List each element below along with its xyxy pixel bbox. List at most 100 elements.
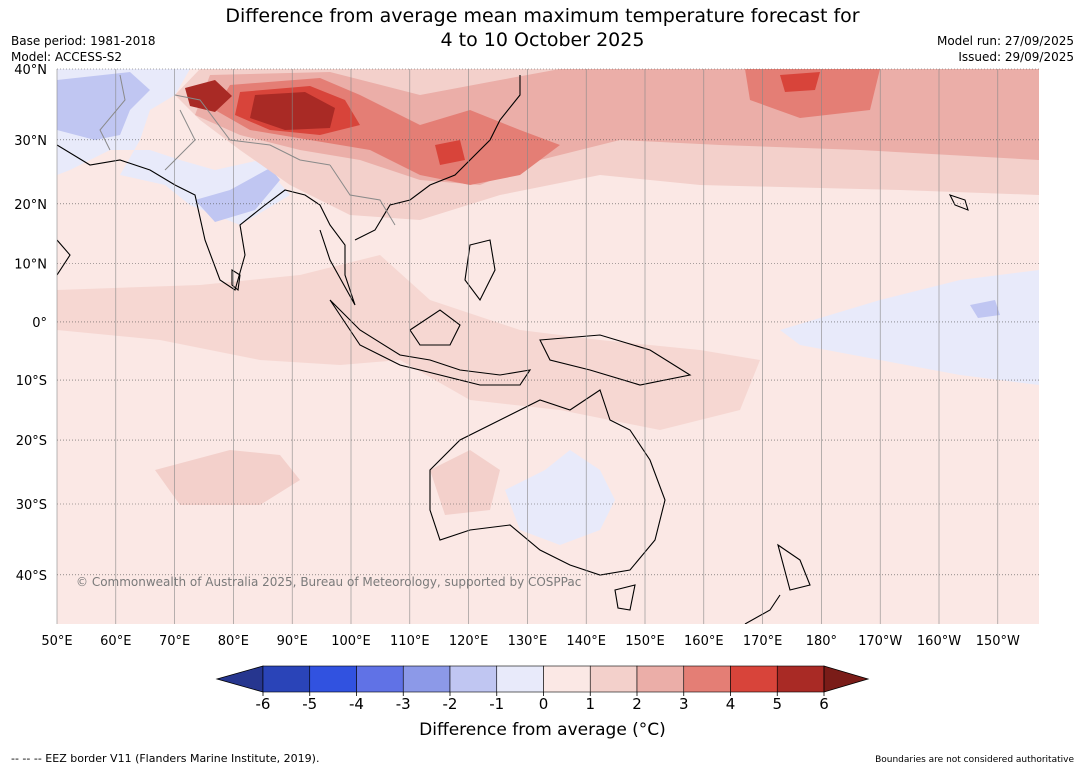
anomaly-region-minus2b <box>195 168 280 222</box>
colorbar-segment <box>449 665 498 693</box>
longitude-label: 50°E <box>41 634 72 649</box>
latitude-label: 40°N <box>14 63 47 78</box>
longitude-label: 60°E <box>100 634 131 649</box>
nz-south-island-outline <box>744 594 781 624</box>
latitude-label: 10°S <box>16 374 47 389</box>
south-asia-coast <box>57 144 356 306</box>
anomaly-region-plus1-wa <box>430 450 500 515</box>
longitude-label: 160°E <box>684 634 724 649</box>
colorbar-tick-label: -6 <box>256 695 271 713</box>
colorbar-tick-label: 1 <box>585 695 595 713</box>
longitude-label: 90°E <box>277 634 308 649</box>
latitude-labels: 40°N 30°N 20°N 10°N 0° 10°S 20°S 30°S 40°S <box>14 63 47 584</box>
border-3 <box>329 164 396 226</box>
colorbar-tick-label: -4 <box>349 695 364 713</box>
sri-lanka-outline <box>231 269 241 292</box>
longitude-label: 110°E <box>390 634 430 649</box>
graticule <box>56 68 1039 624</box>
issued-date: Issued: 29/09/2025 <box>958 50 1074 64</box>
anomaly-region-plus1-indian <box>155 450 300 505</box>
australia-outline <box>429 389 666 576</box>
longitude-label: 70°E <box>159 634 190 649</box>
coastlines <box>57 75 969 624</box>
metadata-left: Base period: 1981-2018 Model: ACCESS-S2 <box>11 33 156 65</box>
tasmania-outline <box>614 584 636 611</box>
longitude-label: 150°W <box>976 634 1020 649</box>
colorbar-label: Difference from average (°C) <box>419 720 666 740</box>
colorbar-tick-label: 3 <box>679 695 689 713</box>
latitude-label: 10°N <box>14 258 47 273</box>
latitude-label: 40°S <box>16 569 47 584</box>
metadata-right: Model run: 27/09/2025 Issued: 29/09/2025 <box>937 33 1074 65</box>
copyright-text: © Commonwealth of Australia 2025, Bureau… <box>76 575 581 589</box>
latitude-label: 0° <box>32 316 47 331</box>
indonesia-outline <box>329 299 532 386</box>
colorbar-segment <box>683 665 731 693</box>
anomaly-field <box>57 69 1039 624</box>
colorbar-segment <box>402 665 451 693</box>
title-line-1: Difference from average mean maximum tem… <box>225 5 860 27</box>
latitude-label: 30°N <box>14 134 47 149</box>
eez-border-legend: -- -- -- EEZ border V11 (Flanders Marine… <box>11 752 320 765</box>
hawaii-outline <box>948 194 969 211</box>
model-run: Model run: 27/09/2025 <box>936 34 1074 48</box>
longitude-label: 160°W <box>917 634 961 649</box>
anomaly-region-plus5-west <box>185 80 232 112</box>
philippines-outline <box>464 239 496 302</box>
colorbar-segment <box>730 665 778 693</box>
anomaly-region-plus3-north <box>745 69 880 118</box>
colorbar-segment <box>589 665 638 693</box>
anomaly-region-pacific <box>780 270 1039 385</box>
longitude-label: 140°E <box>566 634 606 649</box>
longitude-label: 180° <box>806 634 837 649</box>
east-asia-coast <box>354 75 521 241</box>
colorbar-tick-label: 4 <box>726 695 736 713</box>
latitude-label: 30°S <box>16 498 47 513</box>
colorbar-tick-label: -1 <box>489 695 504 713</box>
colorbar-tick-label: -5 <box>302 695 317 713</box>
longitude-label: 80°E <box>218 634 249 649</box>
base-period: Base period: 1981-2018 <box>11 34 156 48</box>
anomaly-region-plus4-north <box>780 72 820 92</box>
colorbar-segment <box>356 665 404 693</box>
arabia-coast <box>57 239 71 276</box>
colorbar-tick-label: 5 <box>772 695 782 713</box>
colorbar-segment <box>262 665 311 693</box>
anomaly-region-plus2-east <box>1025 135 1039 160</box>
border-2 <box>174 94 331 166</box>
map-title: Difference from average mean maximum tem… <box>0 4 1085 52</box>
longitude-label: 170°W <box>858 634 902 649</box>
anomaly-region-plus4-china <box>435 140 465 165</box>
latitude-label: 20°N <box>14 198 47 213</box>
longitude-label: 130°E <box>508 634 548 649</box>
model-name: Model: ACCESS-S2 <box>11 50 123 64</box>
colorbar: -6 -5 -4 -3 -2 -1 0 1 2 3 4 5 6 <box>215 665 870 713</box>
colorbar-tick-label: -2 <box>443 695 458 713</box>
longitude-label: 170°E <box>743 634 783 649</box>
colorbar-segment <box>636 665 685 693</box>
longitude-label: 100°E <box>331 634 371 649</box>
anomaly-region-pacific-core <box>970 300 1000 318</box>
new-guinea-outline <box>539 334 692 386</box>
borneo-outline <box>409 309 461 346</box>
colorbar-tick-label: 2 <box>632 695 642 713</box>
colorbar-tick-label: 6 <box>819 695 829 713</box>
anomaly-region-plus1-tropics <box>57 255 760 430</box>
colorbar-tick-label: -3 <box>396 695 411 713</box>
colorbar-segment <box>543 665 591 693</box>
colorbar-extension-low <box>215 665 264 693</box>
colorbar-extension-high <box>823 665 870 693</box>
longitude-label: 150°E <box>625 634 665 649</box>
anomaly-region-minus2 <box>57 72 150 140</box>
colorbar-segment <box>496 665 544 693</box>
longitude-labels: 50°E 60°E 70°E 80°E 90°E 100°E 110°E 120°E 130°E… <box>41 634 1020 649</box>
colorbar-tick-label: 0 <box>539 695 549 713</box>
longitude-label: 120°E <box>449 634 489 649</box>
title-line-2: 4 to 10 October 2025 <box>440 29 645 51</box>
latitude-label: 20°S <box>16 434 47 449</box>
colorbar-segment <box>776 665 825 693</box>
boundaries-disclaimer: Boundaries are not considered authoritat… <box>875 755 1074 765</box>
anomaly-region-australia <box>505 450 615 545</box>
colorbar-segment <box>309 665 357 693</box>
